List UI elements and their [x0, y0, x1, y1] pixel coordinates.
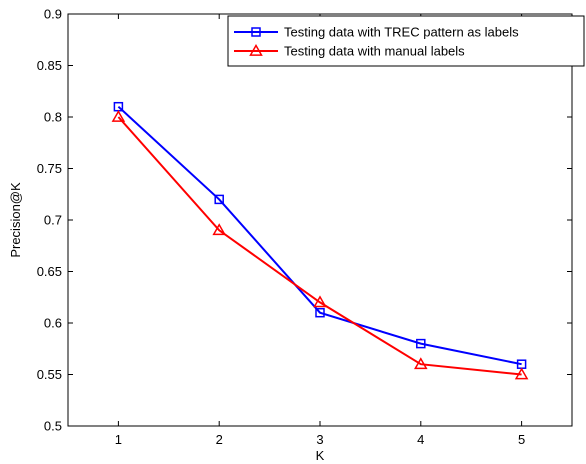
legend: Testing data with TREC pattern as labels… — [227, 15, 585, 67]
legend-triangle-icon — [249, 43, 263, 56]
x-axis-label: K — [316, 448, 325, 463]
series-line — [117, 105, 522, 366]
legend-box — [227, 15, 585, 67]
y-tick-label: 0.6 — [44, 316, 62, 331]
y-tick-label: 0.75 — [37, 161, 62, 176]
y-axis-label: Precision@K — [8, 182, 23, 258]
square-point — [416, 338, 426, 349]
y-tick-label: 0.85 — [37, 58, 62, 73]
series-line — [117, 116, 522, 376]
plot-area — [68, 14, 572, 426]
square-point — [214, 194, 224, 205]
x-tick-label: 4 — [417, 432, 424, 447]
y-tick-label: 0.65 — [37, 264, 62, 279]
axes-frame — [67, 13, 573, 427]
legend-label: Testing data with TREC pattern as labels — [284, 25, 519, 40]
triangle-point — [111, 109, 126, 122]
legend-entry: Testing data with TREC pattern as labels — [234, 25, 519, 40]
y-tick-label: 0.7 — [44, 213, 62, 228]
y-tick-label: 0.9 — [44, 7, 62, 22]
legend-entry: Testing data with manual labels — [234, 44, 465, 59]
x-tick-label: 5 — [518, 432, 525, 447]
x-tick-label: 1 — [115, 432, 122, 447]
plot-background — [68, 14, 572, 426]
y-tick-label: 0.55 — [37, 367, 62, 382]
ticks: 1 2 3 4 5 0.5 0.55 0.6 0.65 0.7 0.75 0.8 0.85 0.9 — [37, 7, 572, 447]
y-tick-label: 0.5 — [44, 419, 62, 434]
series-layer — [111, 101, 529, 380]
triangle-point — [212, 223, 226, 236]
series-2 — [111, 109, 529, 380]
square-point — [315, 307, 325, 318]
legend-label: Testing data with manual labels — [284, 44, 465, 59]
triangle-point — [514, 367, 529, 380]
triangle-point — [414, 357, 428, 370]
x-tick-label: 2 — [216, 432, 223, 447]
y-tick-label: 0.8 — [44, 110, 62, 125]
legend-square-icon — [251, 27, 261, 37]
triangle-point — [313, 295, 327, 308]
x-tick-label: 3 — [316, 432, 323, 447]
